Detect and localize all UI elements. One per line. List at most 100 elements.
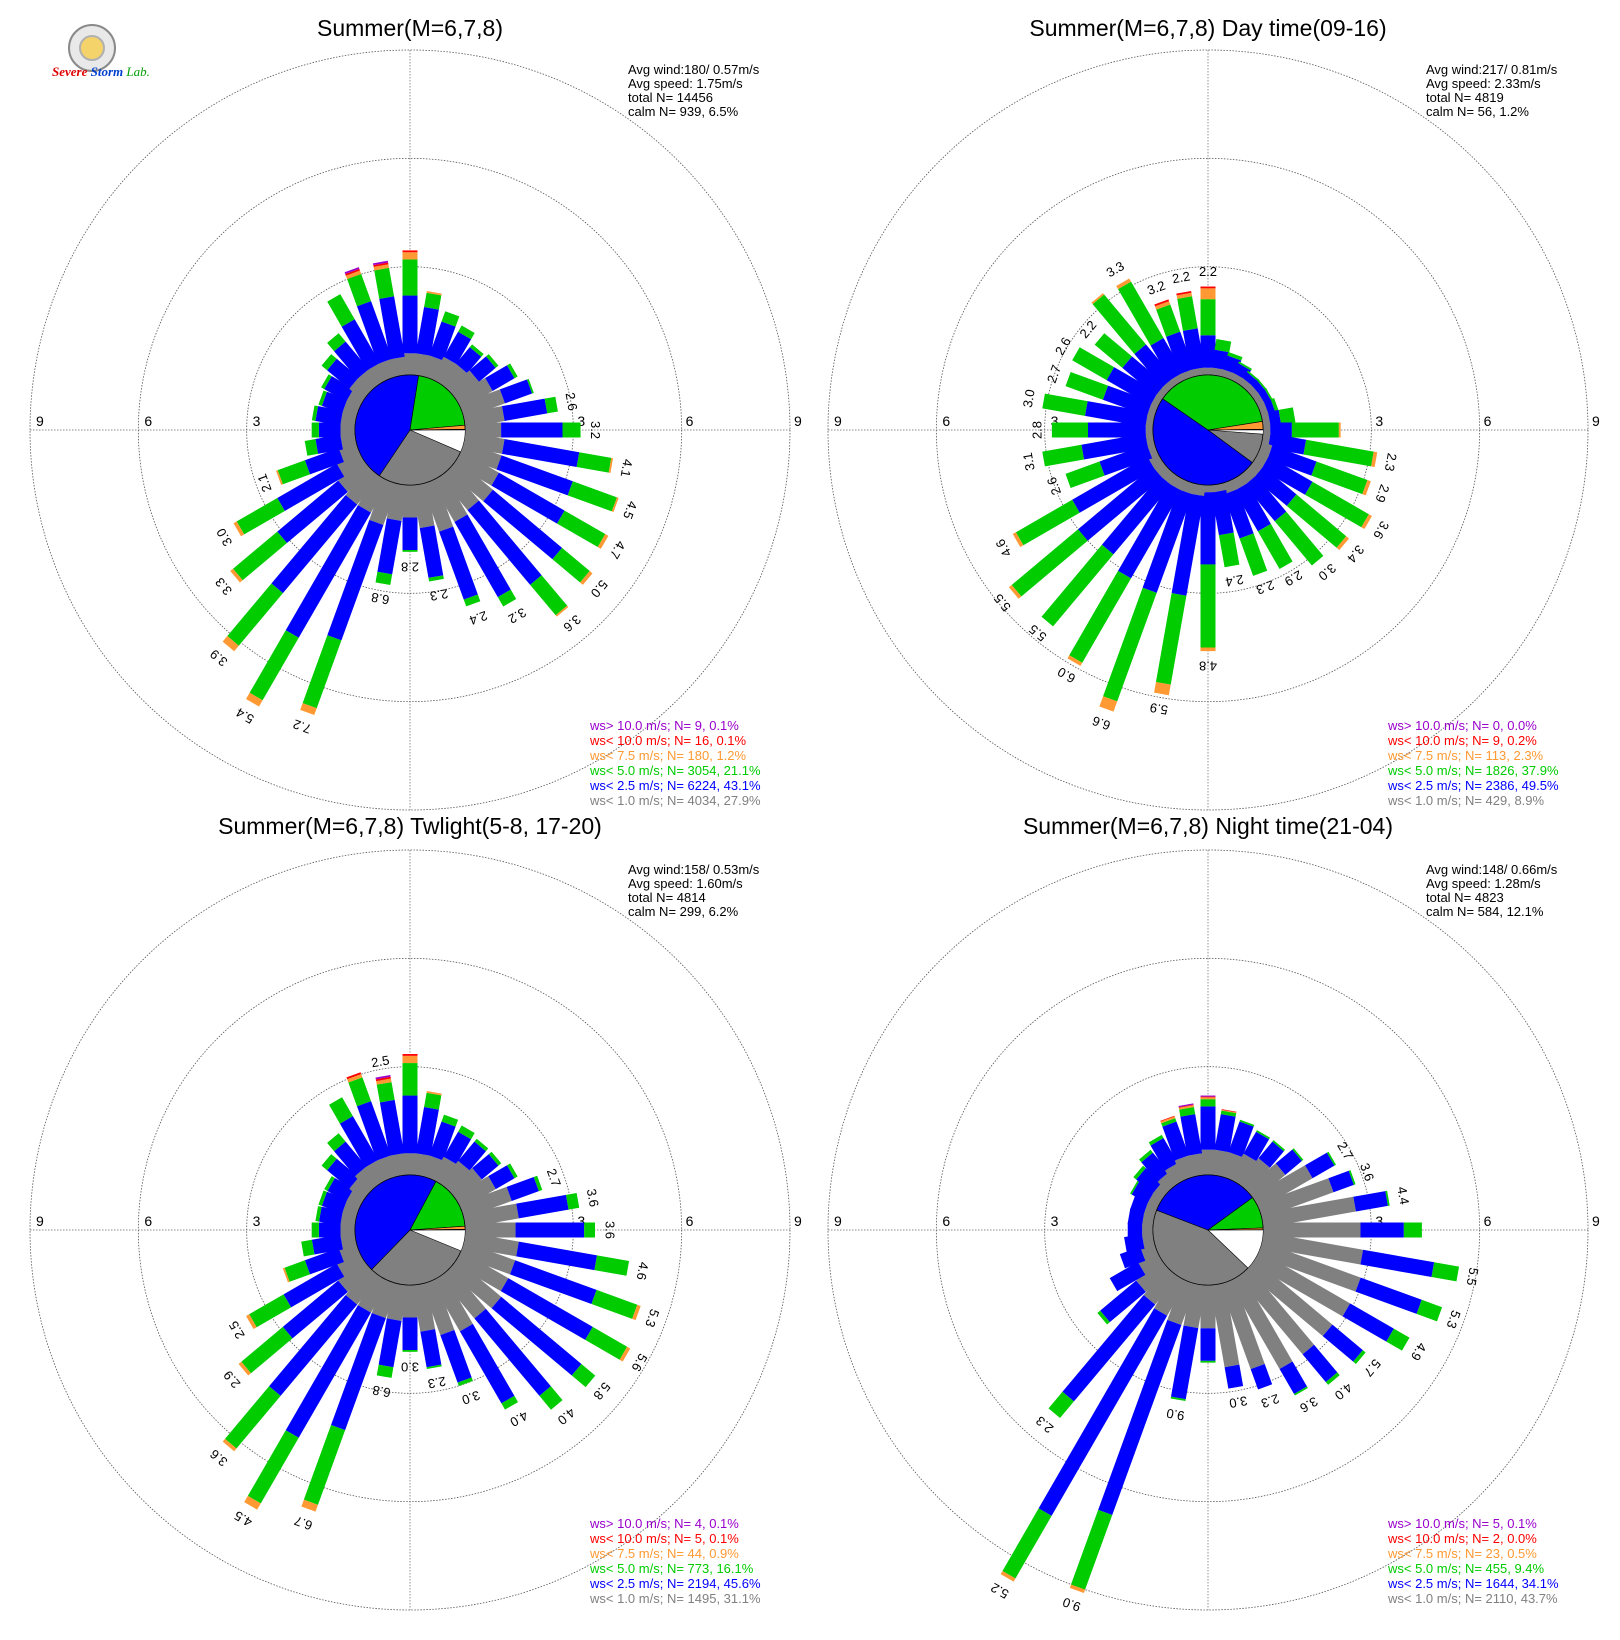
bar-segment [1278, 407, 1296, 425]
bar-segment [1118, 281, 1164, 346]
bar-value-label: 4.6 [992, 537, 1014, 560]
bar-segment [1051, 422, 1088, 438]
bar-segment [1133, 1165, 1146, 1180]
bar-segment [1002, 1508, 1052, 1579]
bar-segment [1223, 489, 1254, 539]
bar-segment [1338, 422, 1341, 438]
bar-segment [591, 1289, 638, 1319]
bar-value-label: 2.3 [1259, 1391, 1281, 1411]
bar-value-label: 2.1 [254, 472, 274, 494]
bar-segment [345, 268, 360, 276]
bar-segment [431, 1273, 473, 1332]
bar-segment [1200, 492, 1216, 565]
bar-segment [374, 267, 395, 299]
bar-segment [1178, 1105, 1194, 1110]
bar-segment [1179, 1106, 1196, 1117]
bar-segment [402, 295, 418, 354]
bar-value-label: 5.5 [991, 591, 1014, 614]
bar-segment [311, 1234, 343, 1255]
legend-entry: ws< 10.0 m/s; N= 2, 0.0% [1387, 1531, 1537, 1546]
bar-segment [1118, 483, 1182, 579]
bar-value-label: 4.5 [620, 499, 640, 521]
bar-segment [339, 1116, 379, 1168]
bar-value-label: 4.1 [618, 458, 636, 478]
bar-segment [1122, 356, 1166, 396]
speed-distribution-pie [1152, 1174, 1264, 1286]
bar-segment [1360, 1249, 1435, 1278]
bar-segment [378, 1318, 402, 1368]
wind-rose-panel-4: Summer(M=6,7,8) Night time(21-04) 3 3 6 6 9 9 2… [827, 813, 1600, 1615]
bar-segment [1257, 1178, 1334, 1219]
bar-segment [311, 422, 319, 438]
direction-bar [447, 1259, 596, 1388]
direction-bar [1245, 1259, 1366, 1364]
bar-value-label: 3.0 [401, 1359, 419, 1374]
bar-value-label: 2.5 [226, 1318, 248, 1341]
bar-segment [1131, 1181, 1155, 1204]
bar-segment [321, 374, 332, 390]
direction-bar [1097, 1259, 1171, 1325]
wind-rose-panel-3: Summer(M=6,7,8) Twlight(5-8, 17-20) 3 3 6 6 9… [29, 813, 802, 1611]
bar-segment [1154, 301, 1171, 310]
pie-slice [354, 374, 419, 477]
bar-value-label: 2.9 [220, 1368, 243, 1391]
direction-bar [1219, 1279, 1273, 1390]
bar-segment [327, 1158, 359, 1189]
direction-bar [402, 1054, 418, 1175]
direction-bar [412, 290, 442, 378]
bar-segment [315, 1206, 322, 1222]
bar-segment [1124, 1234, 1145, 1252]
bar-segment [474, 1138, 489, 1152]
stats-line: total N= 14456 [628, 90, 713, 105]
bar-segment [1270, 422, 1292, 438]
bar-value-label: 4.6 [634, 1261, 652, 1281]
bar-segment [1229, 1273, 1293, 1369]
legend-entry: ws< 10.0 m/s; N= 5, 0.1% [589, 1531, 739, 1546]
legend-entry: ws< 7.5 m/s; N= 44, 0.9% [589, 1546, 739, 1561]
bar-value-label: 3.4 [1344, 542, 1367, 565]
direction-bar [1000, 1273, 1187, 1582]
bar-segment [1303, 439, 1374, 467]
bar-segment [501, 398, 548, 421]
bar-segment [443, 331, 472, 365]
bar-segment [501, 439, 580, 468]
bar-segment [447, 1259, 502, 1309]
bar-segment [441, 1114, 459, 1127]
direction-bar [282, 1241, 361, 1283]
bar-segment [246, 1314, 257, 1329]
bar-segment [1353, 1350, 1366, 1364]
bar-segment [1200, 1095, 1216, 1097]
bar-value-label: 6.6 [1090, 713, 1112, 733]
bar-segment [379, 296, 405, 360]
direction-bar [1067, 473, 1187, 666]
bar-segment [238, 1361, 251, 1376]
bar-segment [501, 422, 563, 438]
bar-segment [1211, 489, 1234, 536]
bar-segment [1221, 1109, 1237, 1113]
direction-bar [315, 1206, 358, 1228]
bar-value-label: 2.6 [1052, 335, 1074, 358]
bar-segment [1143, 1267, 1179, 1305]
bar-segment [439, 1267, 486, 1319]
bar-value-label: 4.0 [555, 1405, 578, 1428]
bar-segment [1067, 655, 1083, 666]
bar-segment [371, 1279, 399, 1319]
bar-segment [1257, 523, 1293, 569]
bar-segment [459, 389, 505, 419]
bar-segment [249, 1294, 292, 1328]
bar-segment [1078, 466, 1163, 541]
bar-value-label: 3.6 [1370, 518, 1392, 541]
bar-segment [1238, 361, 1252, 371]
bar-segment [1220, 1110, 1237, 1117]
bar-segment [1385, 1190, 1390, 1206]
bar-segment [1245, 1259, 1333, 1337]
bar-segment [222, 636, 239, 652]
ring-label: 6 [942, 1213, 950, 1229]
bar-segment [1008, 584, 1022, 599]
bar-value-label: 3.9 [207, 646, 230, 669]
bar-segment [282, 1280, 348, 1339]
direction-bar [462, 396, 558, 428]
bar-segment [1286, 494, 1347, 548]
bar-segment [1200, 1360, 1216, 1363]
bar-value-label: 2.2 [1199, 264, 1217, 279]
